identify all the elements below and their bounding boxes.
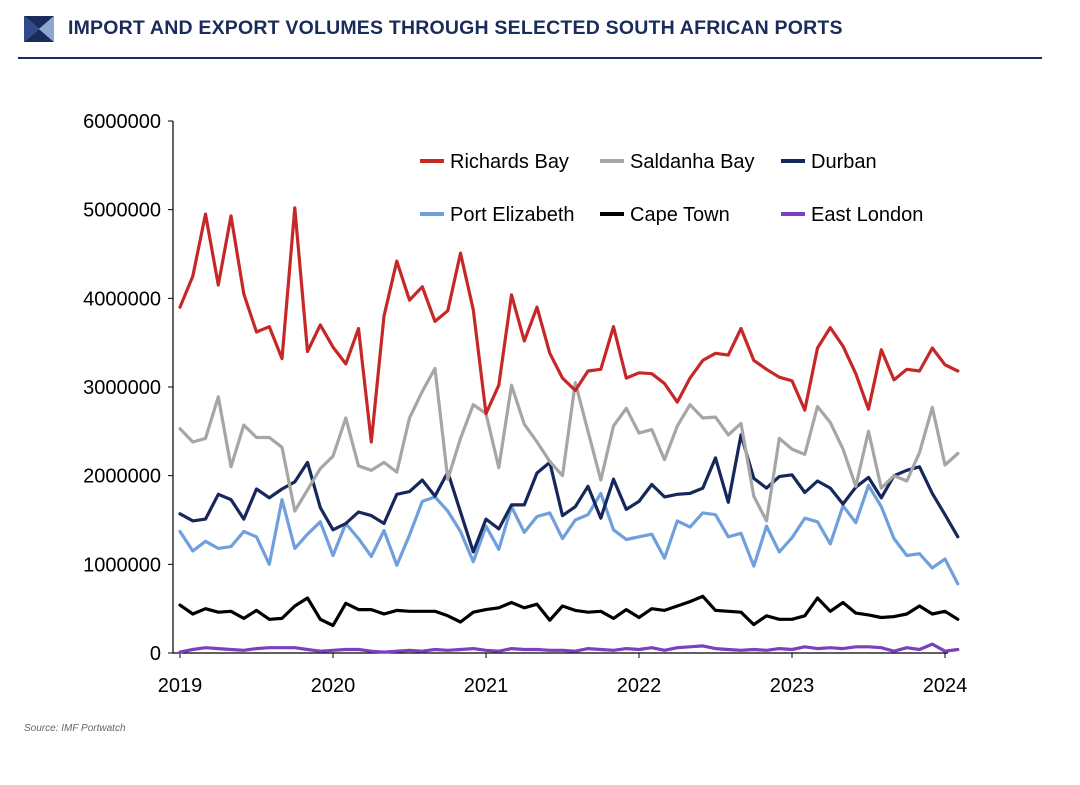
y-tick-label: 1000000 [83,554,161,576]
y-tick-label: 5000000 [83,200,161,222]
x-tick-label: 2021 [464,675,509,697]
y-tick-label: 3000000 [83,377,161,399]
legend-label-durban: Durban [811,151,877,173]
y-tick-label: 0 [150,643,161,665]
x-tick-label: 2019 [158,675,203,697]
report-header: IMPORT AND EXPORT VOLUMES THROUGH SELECT… [22,10,1042,60]
source-note: Source: IMF Portwatch [24,723,126,734]
series-line-east-london [178,642,960,654]
series-line-port-elizabeth [178,483,960,586]
legend-label-cape-town: Cape Town [630,204,730,226]
y-tick-label: 4000000 [83,288,161,310]
chart-page-title: IMPORT AND EXPORT VOLUMES THROUGH SELECT… [68,17,843,39]
series-line-cape-town [178,594,960,628]
x-tick-label: 2024 [923,675,968,697]
x-tick-label: 2020 [311,675,356,697]
legend-label-saldanha-bay: Saldanha Bay [630,151,755,173]
x-tick-label: 2022 [617,675,662,697]
y-tick-label: 2000000 [83,466,161,488]
series-line-saldanha-bay [178,366,960,523]
series-line-richards-bay [178,206,960,444]
legend-label-richards-bay: Richards Bay [450,151,569,173]
legend-label-port-elizabeth: Port Elizabeth [450,204,575,226]
title-divider [18,57,1042,59]
y-tick-label: 6000000 [83,111,161,133]
series-line-durban [178,433,960,554]
x-tick-label: 2023 [770,675,815,697]
triangular-arrow-logo-icon [24,16,54,42]
legend-label-east-london: East London [811,204,923,226]
